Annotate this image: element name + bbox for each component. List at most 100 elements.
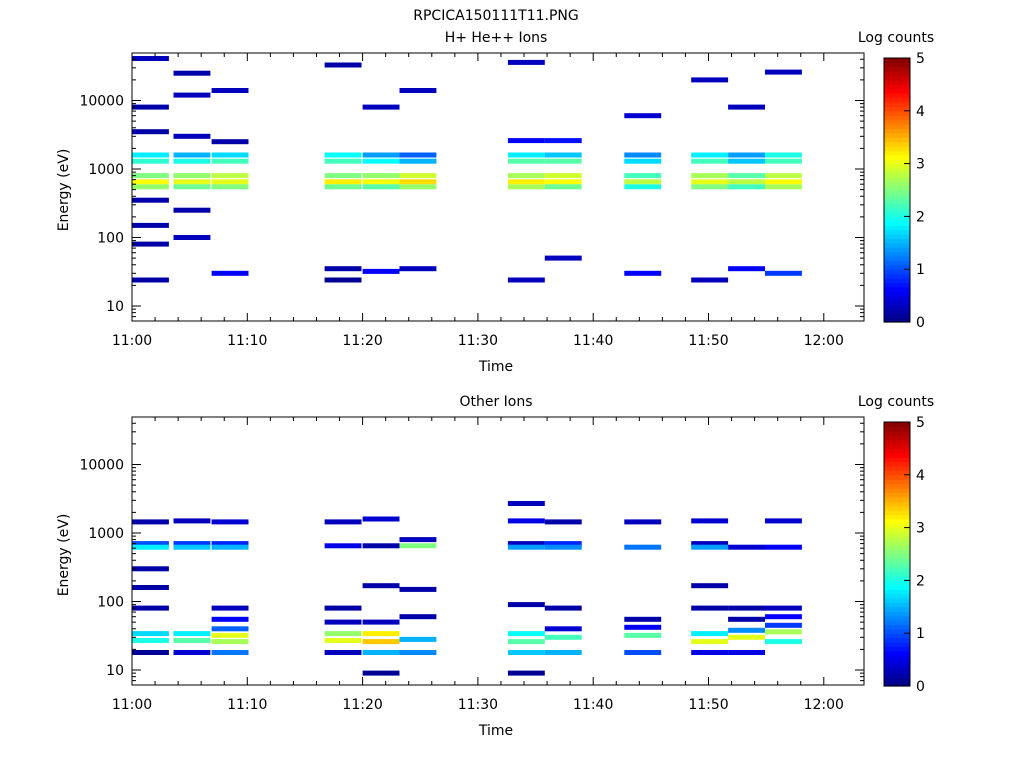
heatmap-cell bbox=[728, 616, 765, 622]
colorbar-segment bbox=[884, 251, 910, 257]
heatmap-cell bbox=[324, 62, 362, 68]
colorbar-segment bbox=[884, 300, 910, 305]
heatmap-cell bbox=[211, 179, 249, 185]
heatmap-cell bbox=[728, 184, 765, 190]
x-axis-label: Time bbox=[478, 723, 513, 739]
heatmap-cell bbox=[211, 270, 249, 276]
heatmap-cell bbox=[765, 270, 802, 276]
colorbar-frame bbox=[883, 57, 911, 323]
heatmap-cells bbox=[132, 56, 802, 283]
heatmap-cell bbox=[728, 627, 765, 633]
heatmap-cell bbox=[691, 173, 729, 179]
x-tick-label: 12:00 bbox=[804, 333, 844, 349]
heatmap-cell bbox=[173, 518, 211, 524]
heatmap-cell bbox=[691, 650, 729, 655]
x-tick-label: 11:40 bbox=[573, 333, 613, 349]
colorbar-segment bbox=[884, 593, 910, 599]
heatmap-cell bbox=[132, 541, 169, 547]
heatmap-cell bbox=[173, 133, 211, 139]
colorbar-segment bbox=[884, 256, 910, 261]
y-tick-label: 10 bbox=[106, 299, 124, 315]
colorbar-label: Log counts bbox=[858, 394, 934, 410]
colorbar-segment bbox=[884, 141, 910, 147]
colorbar-segment bbox=[884, 93, 910, 99]
heatmap-cell bbox=[624, 184, 662, 190]
colorbar-segment bbox=[884, 313, 910, 319]
heatmap-cell bbox=[765, 69, 802, 75]
heatmap-cell bbox=[362, 631, 400, 637]
colorbar-segment bbox=[884, 668, 910, 674]
heatmap-cell bbox=[173, 544, 211, 550]
heatmap-cell bbox=[399, 158, 437, 164]
colorbar-segment bbox=[884, 646, 910, 652]
colorbar-segment bbox=[884, 308, 910, 314]
colorbar-segment bbox=[884, 510, 910, 515]
heatmap-cell bbox=[362, 619, 400, 625]
y-tick-label: 1000 bbox=[88, 162, 124, 178]
heatmap-cell bbox=[173, 92, 211, 98]
heatmap-cell bbox=[765, 605, 802, 611]
colorbar-segment bbox=[884, 633, 910, 639]
colorbar-segment bbox=[884, 220, 910, 226]
colorbar-segment bbox=[884, 62, 910, 68]
colorbar-segment bbox=[884, 88, 910, 94]
colorbar-segment bbox=[884, 194, 910, 200]
heatmap-cell bbox=[765, 629, 802, 635]
heatmap-cell bbox=[173, 638, 211, 643]
y-tick-label: 10000 bbox=[79, 94, 124, 110]
heatmap-cell bbox=[728, 266, 765, 272]
heatmap-cell bbox=[507, 158, 545, 164]
axes: 11:00 11:10 11:20 11:30 11:40 11:50 12:00 10 100… bbox=[79, 53, 864, 349]
colorbar-tick-label: 3 bbox=[916, 521, 925, 537]
heatmap-cell bbox=[728, 605, 765, 611]
heatmap-cell bbox=[211, 605, 249, 611]
colorbar-segment bbox=[884, 584, 910, 590]
heatmap-cell bbox=[173, 152, 211, 158]
heatmap-cell bbox=[211, 152, 249, 158]
colorbar-segment bbox=[884, 664, 910, 669]
heatmap-cell bbox=[765, 639, 802, 645]
heatmap-cell bbox=[132, 158, 169, 164]
heatmap-cell bbox=[132, 104, 169, 110]
heatmap-cell bbox=[211, 184, 249, 190]
x-tick-label: 11:50 bbox=[688, 697, 728, 713]
heatmap-cell bbox=[173, 631, 211, 637]
heatmap-cell bbox=[399, 88, 437, 93]
heatmap-cell bbox=[132, 241, 169, 247]
heatmap-cell bbox=[362, 179, 400, 185]
colorbar-segment bbox=[884, 150, 910, 156]
x-tick-label: 11:20 bbox=[342, 333, 382, 349]
colorbar-segment bbox=[884, 203, 910, 209]
colorbar-segment bbox=[884, 659, 910, 665]
colorbar-segment bbox=[884, 536, 910, 542]
x-tick-label: 11:10 bbox=[227, 333, 267, 349]
heatmap-cell bbox=[173, 70, 211, 76]
heatmap-cell bbox=[399, 586, 437, 592]
heatmap-cells bbox=[132, 501, 802, 676]
panel-title: Other Ions bbox=[459, 394, 532, 410]
colorbar-segment bbox=[884, 514, 910, 520]
heatmap-cell bbox=[324, 179, 362, 185]
heatmap-cell bbox=[765, 173, 802, 179]
colorbar-segment bbox=[884, 439, 910, 445]
colorbar-segment bbox=[884, 278, 910, 283]
x-tick-label: 11:20 bbox=[342, 697, 382, 713]
heatmap-cell bbox=[507, 152, 545, 158]
colorbar-segment bbox=[884, 97, 910, 103]
heatmap-cell bbox=[507, 501, 545, 506]
colorbar-segment bbox=[884, 124, 910, 129]
y-tick-label: 100 bbox=[97, 231, 124, 247]
heatmap-cell bbox=[173, 541, 211, 547]
heatmap-cell bbox=[544, 650, 582, 655]
heatmap-cell bbox=[765, 184, 802, 190]
heatmap-cell bbox=[399, 179, 437, 185]
heatmap-cell bbox=[544, 179, 582, 185]
heatmap-cell bbox=[728, 158, 765, 164]
colorbar-segment bbox=[884, 571, 910, 577]
heatmap-cell bbox=[399, 650, 437, 655]
colorbar-segment bbox=[884, 620, 910, 625]
colorbar-segment bbox=[884, 650, 910, 656]
heatmap-cell bbox=[624, 632, 662, 638]
colorbar-segment bbox=[884, 435, 910, 441]
heatmap-cell bbox=[211, 173, 249, 179]
